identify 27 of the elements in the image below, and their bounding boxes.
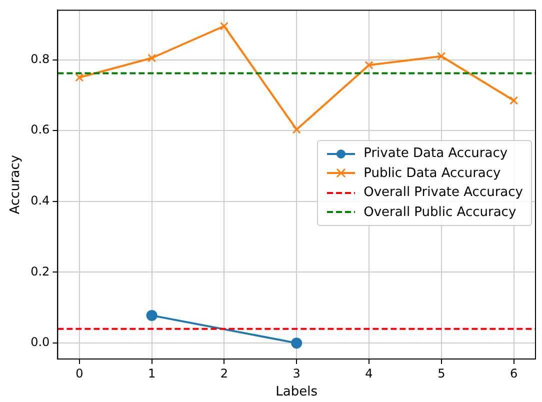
y-tick-label: 0.0: [30, 335, 50, 350]
point: [291, 338, 302, 349]
x-tick-label: 6: [510, 366, 518, 380]
point: [220, 22, 228, 30]
legend-label: Private Data Accuracy: [364, 146, 508, 162]
point: [75, 73, 84, 82]
x-tick-label: 1: [148, 366, 156, 380]
y-tick-label: 0.4: [30, 194, 50, 208]
point: [292, 125, 301, 134]
x-tick-label: 3: [292, 366, 300, 380]
point: [146, 310, 158, 321]
y-axis-title: Accuracy: [8, 154, 24, 214]
legend-label: Public Data Accuracy: [364, 166, 501, 181]
point: [437, 52, 446, 61]
x-tick-label: 0: [76, 366, 84, 380]
legend-label: Overall Public Accuracy: [364, 204, 516, 220]
y-tick-label: 0.8: [30, 52, 50, 66]
x-axis-title: Labels: [276, 384, 318, 400]
point: [509, 96, 518, 105]
x-tick-label: 2: [220, 366, 228, 380]
x-tick-label: 5: [438, 366, 446, 380]
legend-label: Overall Private Accuracy: [364, 185, 523, 200]
x-tick-label: 4: [365, 366, 373, 380]
y-tick-label: 0.6: [30, 122, 50, 137]
point: [148, 54, 156, 62]
y-tick-label: 0.2: [30, 264, 50, 278]
point: [364, 60, 374, 70]
